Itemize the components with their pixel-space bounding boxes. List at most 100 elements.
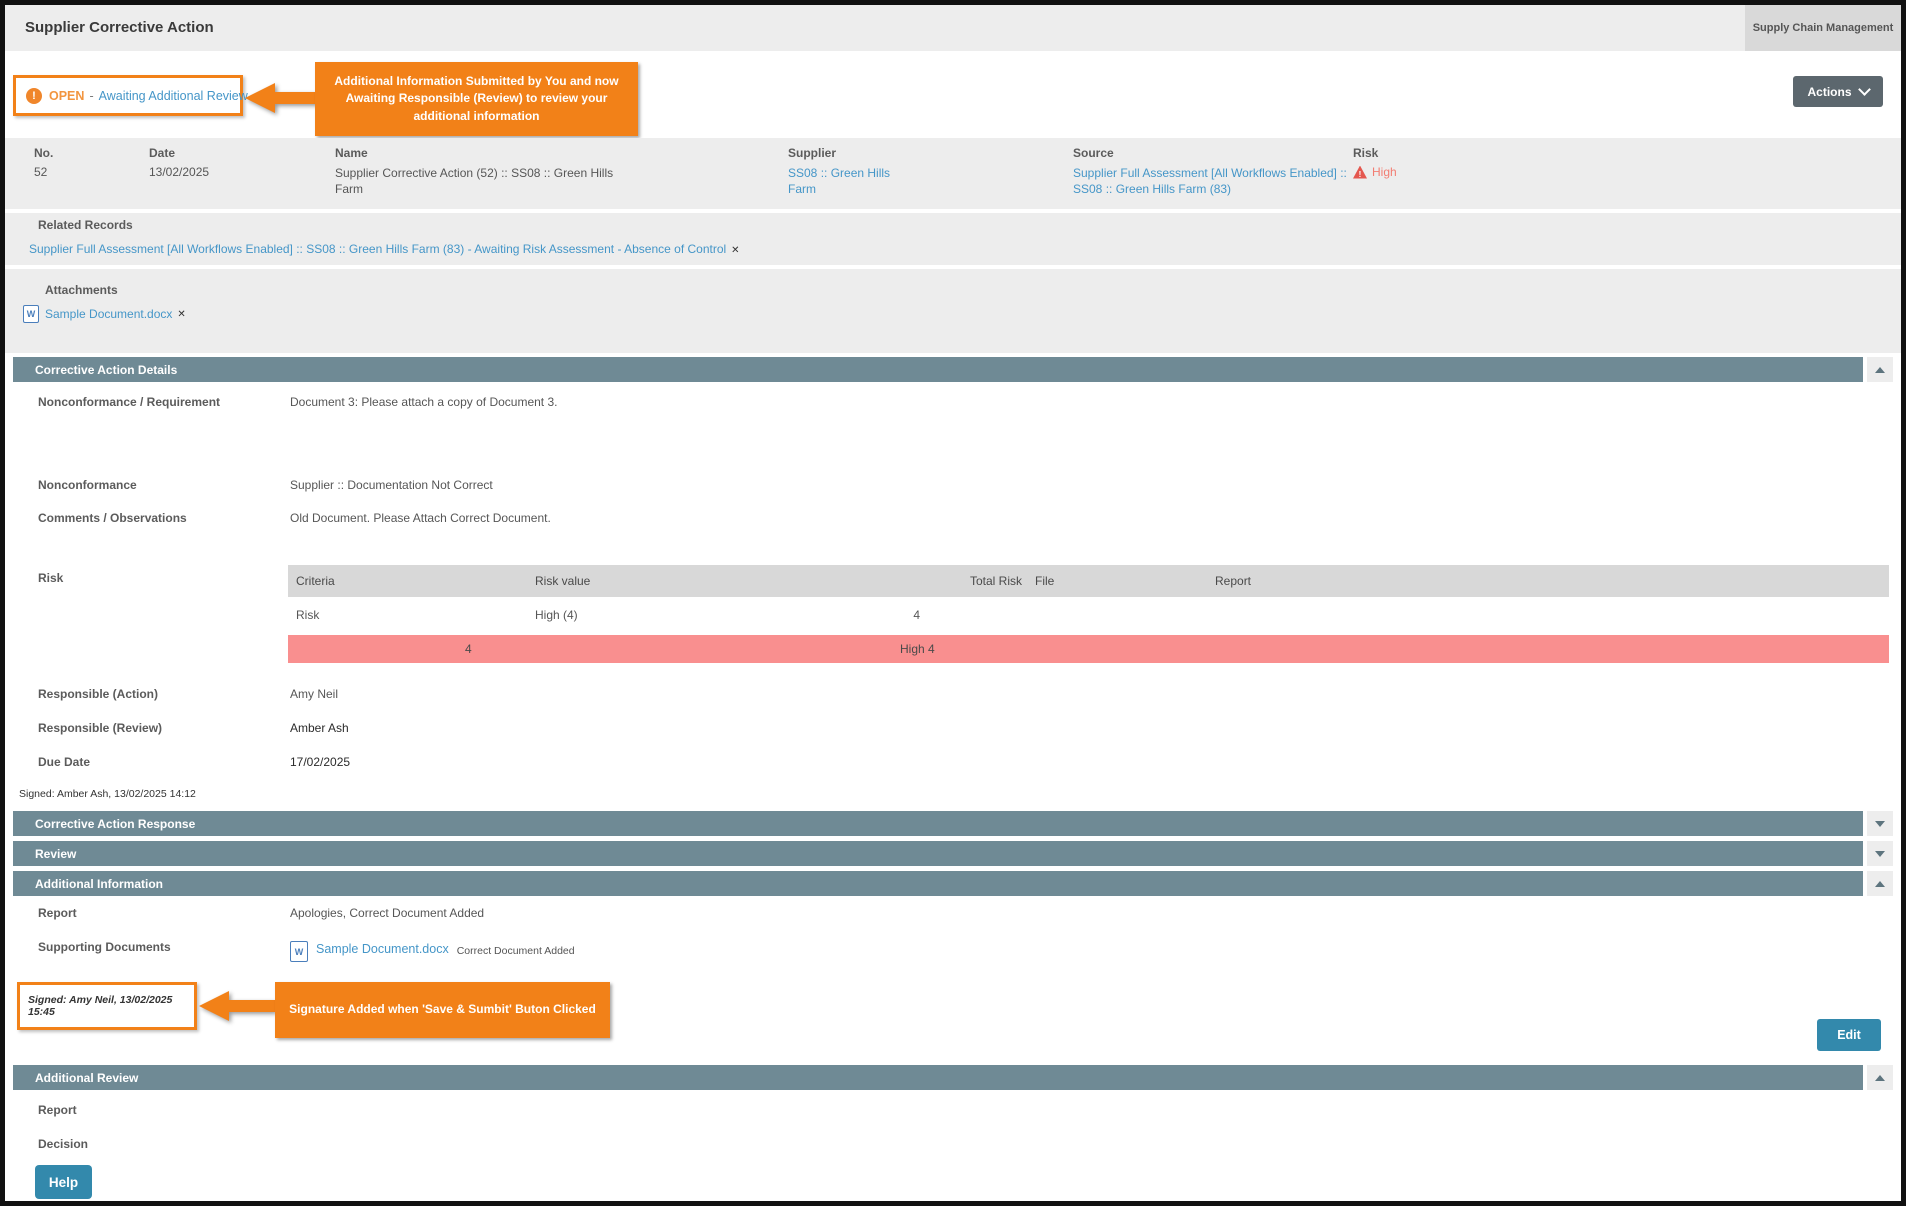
responsible-review-label: Responsible (Review) [38,721,163,735]
risk-section-label: Risk [38,571,64,585]
col-risk-value: Risk value [535,574,591,588]
nonconformance-requirement-label: Nonconformance / Requirement [38,395,221,409]
signature-annotation-callout: Signature Added when 'Save & Sumbit' But… [275,982,610,1038]
arrow-head-icon [199,991,229,1021]
nonconformance-value: Supplier :: Documentation Not Correct [290,478,493,492]
attachment-item: Sample Document.docx ✕ [23,305,186,323]
page-title: Supplier Corrective Action [25,19,214,36]
due-date-value: 17/02/2025 [290,755,351,769]
cell-criteria: Risk [296,608,320,622]
col-file: File [1035,574,1055,588]
summary-field-source: Source Supplier Full Assessment [All Wor… [1073,146,1351,197]
supplier-label: Supplier [788,146,837,160]
arrow-shaft [275,92,317,104]
details-signature-text: Signed: Amber Ash, 13/02/2025 14:12 [19,788,196,800]
status-open-badge: OPEN [49,88,85,103]
header-bar: Supplier Corrective Action Supply Chain … [5,5,1901,51]
related-record-item: Supplier Full Assessment [All Workflows … [29,240,740,258]
attachments-title: Attachments [45,283,118,297]
help-button[interactable]: Help [35,1165,92,1199]
col-criteria: Criteria [296,574,335,588]
related-record-link[interactable]: Supplier Full Assessment [All Workflows … [29,242,727,256]
summary-field-risk: Risk High [1353,146,1503,179]
expand-review-icon[interactable] [1867,841,1893,866]
arrow-head-icon [245,83,275,113]
section-title: Additional Information [35,876,163,891]
summary-field-date: Date 13/02/2025 [149,146,329,179]
collapse-additional-review-icon[interactable] [1867,1065,1893,1090]
no-label: No. [34,146,54,160]
comments-observations-label: Comments / Observations [38,511,187,525]
comments-observations-value: Old Document. Please Attach Correct Docu… [290,511,551,525]
risk-table-header-row: Criteria Risk value Total Risk File Repo… [288,565,1889,597]
date-label: Date [149,146,176,160]
responsible-action-label: Responsible (Action) [38,687,159,701]
related-records-title: Related Records [38,218,133,232]
word-document-icon [23,305,39,323]
section-header-review[interactable]: Review [13,841,1863,866]
section-header-corrective-action-response[interactable]: Corrective Action Response [13,811,1863,836]
due-date-label: Due Date [38,755,91,769]
section-header-corrective-action-details[interactable]: Corrective Action Details [13,357,1863,382]
name-label: Name [335,146,368,160]
additional-info-signature-text: Signed: Amy Neil, 13/02/2025 15:45 [28,994,173,1018]
collapse-additional-information-icon[interactable] [1867,871,1893,896]
risk-label: Risk [1353,146,1379,160]
supporting-document-item: Sample Document.docx Correct Document Ad… [290,935,575,962]
status-phase-text: Awaiting Additional Review [98,88,248,103]
summary-field-supplier: Supplier SS08 :: Green Hills Farm [788,146,1068,197]
summary-field-no: No. 52 [34,146,144,179]
remove-related-record-icon[interactable]: ✕ [731,245,740,256]
supporting-document-note: Correct Document Added [456,944,575,957]
risk-table-summary-row: 4 High 4 [288,635,1889,663]
name-value: Supplier Corrective Action (52) :: SS08 … [335,166,614,197]
risk-warning-icon [1353,165,1367,179]
edit-button[interactable]: Edit [1817,1019,1881,1051]
attachments-strip: Attachments Sample Document.docx ✕ [5,269,1901,353]
cell-total-risk: 4 [913,608,920,622]
status-exclamation-icon [26,87,42,104]
section-header-additional-review[interactable]: Additional Review [13,1065,1863,1090]
status-annotation-arrow-left [245,83,317,113]
nonconformance-label: Nonconformance [38,478,137,492]
summary-risk-value: 4 [465,642,472,656]
supplier-link[interactable]: SS08 :: Green Hills Farm [788,166,891,197]
col-total-risk: Total Risk [969,574,1022,588]
source-link[interactable]: Supplier Full Assessment [All Workflows … [1073,166,1347,197]
arrow-shaft [229,1000,275,1012]
date-value: 13/02/2025 [149,165,210,179]
attachment-link[interactable]: Sample Document.docx [45,307,173,321]
section-title: Corrective Action Details [35,362,178,377]
word-document-icon [290,941,308,962]
no-value: 52 [34,165,48,179]
risk-table: Criteria Risk value Total Risk File Repo… [288,565,1889,663]
actions-button-label: Actions [1807,84,1852,99]
report-value: Apologies, Correct Document Added [290,906,485,920]
additional-review-report-label: Report [38,1103,77,1117]
remove-attachment-icon[interactable]: ✕ [177,308,186,320]
responsible-review-value: Amber Ash [290,721,349,735]
summary-field-name: Name Supplier Corrective Action (52) :: … [335,146,785,197]
summary-total-risk: High 4 [900,642,935,656]
risk-table-row: Risk High (4) 4 [288,597,1889,633]
signature-annotation-box: Signed: Amy Neil, 13/02/2025 15:45 [17,982,197,1030]
section-title: Review [35,846,77,861]
status-annotation-box: OPEN - Awaiting Additional Review [13,75,248,116]
supporting-document-link[interactable]: Sample Document.docx [316,941,449,956]
risk-value: High [1372,165,1397,179]
module-tab-supply-chain-management[interactable]: Supply Chain Management [1745,5,1901,51]
source-label: Source [1073,146,1114,160]
section-title: Additional Review [35,1070,139,1085]
expand-response-icon[interactable] [1867,811,1893,836]
actions-button[interactable]: Actions [1793,76,1883,107]
chevron-down-icon [1857,83,1871,96]
related-records-strip: Related Records Supplier Full Assessment… [5,213,1901,265]
record-summary-strip: No. 52 Date 13/02/2025 Name Supplier Cor… [5,138,1901,209]
report-label: Report [38,906,77,920]
collapse-details-icon[interactable] [1867,357,1893,382]
section-header-additional-information[interactable]: Additional Information [13,871,1863,896]
col-report: Report [1215,574,1252,588]
nonconformance-requirement-value: Document 3: Please attach a copy of Docu… [290,395,558,409]
supporting-documents-label: Supporting Documents [38,940,171,954]
